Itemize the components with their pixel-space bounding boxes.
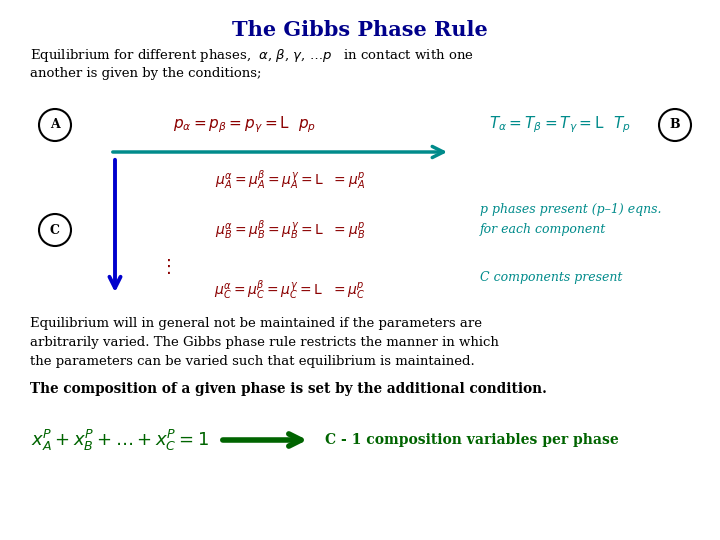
Text: C components present: C components present xyxy=(480,272,622,285)
Text: $\vdots$: $\vdots$ xyxy=(159,258,171,276)
Text: another is given by the conditions;: another is given by the conditions; xyxy=(30,67,261,80)
Text: for each component: for each component xyxy=(480,224,606,237)
Text: The composition of a given phase is set by the additional condition.: The composition of a given phase is set … xyxy=(30,382,547,396)
Text: The Gibbs Phase Rule: The Gibbs Phase Rule xyxy=(232,20,488,40)
Text: p phases present (p–1) eqns.: p phases present (p–1) eqns. xyxy=(480,204,662,217)
Text: the parameters can be varied such that equilibrium is maintained.: the parameters can be varied such that e… xyxy=(30,355,474,368)
Text: Equilibrium will in general not be maintained if the parameters are: Equilibrium will in general not be maint… xyxy=(30,317,482,330)
Text: Equilibrium for different phases,  $\alpha$, $\beta$, $\gamma$, $\ldots p$   in : Equilibrium for different phases, $\alph… xyxy=(30,47,474,64)
Text: $x_A^P + x_B^P + \ldots + x_C^P = 1$: $x_A^P + x_B^P + \ldots + x_C^P = 1$ xyxy=(31,428,209,453)
Text: $p_\alpha = p_\beta = p_\gamma =\mathsf{L}\ \ p_p$: $p_\alpha = p_\beta = p_\gamma =\mathsf{… xyxy=(174,114,317,136)
Text: $T_\alpha = T_\beta = T_\gamma =\mathsf{L}\ \ T_p$: $T_\alpha = T_\beta = T_\gamma =\mathsf{… xyxy=(489,114,631,136)
Text: C: C xyxy=(50,224,60,237)
Text: C - 1 composition variables per phase: C - 1 composition variables per phase xyxy=(325,433,618,447)
Text: arbitrarily varied. The Gibbs phase rule restricts the manner in which: arbitrarily varied. The Gibbs phase rule… xyxy=(30,336,499,349)
Text: $\mu_A^\alpha = \mu_A^\beta = \mu_A^\gamma =\mathsf{L}\ \ = \mu_A^p$: $\mu_A^\alpha = \mu_A^\beta = \mu_A^\gam… xyxy=(215,168,365,192)
Text: B: B xyxy=(670,118,680,132)
Text: A: A xyxy=(50,118,60,132)
Text: $\mu_C^\alpha = \mu_C^\beta = \mu_C^\gamma =\mathsf{L}\ \ = \mu_C^p$: $\mu_C^\alpha = \mu_C^\beta = \mu_C^\gam… xyxy=(215,279,366,301)
Text: $\mu_B^\alpha = \mu_B^\beta = \mu_B^\gamma =\mathsf{L}\ \ = \mu_B^p$: $\mu_B^\alpha = \mu_B^\beta = \mu_B^\gam… xyxy=(215,219,365,241)
